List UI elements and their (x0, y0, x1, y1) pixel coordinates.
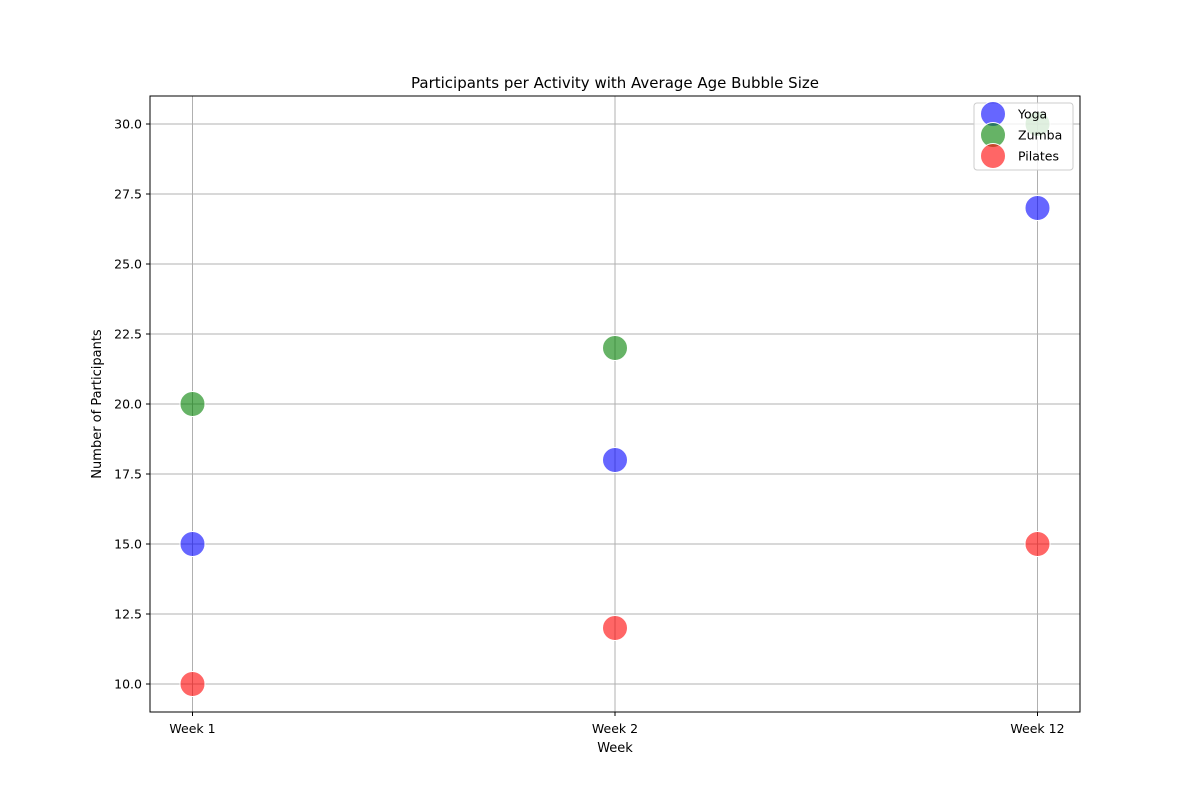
x-tick-label: Week 12 (1010, 721, 1064, 736)
bubble-pilates (179, 671, 206, 697)
legend-marker-pilates (980, 143, 1006, 169)
x-axis-label: Week (597, 741, 633, 756)
y-axis-ticks: 10.0 12.5 15.0 17.5 20.0 22.5 25.0 27.5 30.0 (114, 117, 150, 692)
y-tick-label: 20.0 (114, 397, 142, 412)
y-tick-label: 27.5 (114, 187, 142, 202)
legend-label-yoga: Yoga (1017, 107, 1047, 122)
legend: Yoga Zumba Pilates (973, 101, 1074, 171)
bubble-yoga (179, 531, 206, 557)
legend-label-pilates: Pilates (1018, 149, 1059, 164)
y-tick-label: 12.5 (114, 607, 142, 622)
x-tick-label: Week 2 (592, 721, 638, 736)
y-tick-label: 15.0 (114, 537, 142, 552)
y-tick-label: 10.0 (114, 677, 142, 692)
bubble-zumba (602, 335, 628, 361)
y-tick-label: 17.5 (114, 467, 142, 482)
bubble-zumba (179, 391, 206, 417)
x-tick-label: Week 1 (169, 721, 215, 736)
y-tick-label: 30.0 (114, 117, 142, 132)
y-axis-label: Number of Participants (90, 329, 105, 479)
bubble-yoga (602, 447, 628, 473)
y-tick-label: 22.5 (114, 327, 142, 342)
y-tick-label: 25.0 (114, 257, 142, 272)
chart-title: Participants per Activity with Average A… (411, 74, 819, 92)
x-axis-ticks: Week 1 Week 2 Week 12 (169, 712, 1065, 736)
bubble-pilates (602, 615, 628, 641)
bubble-pilates (1024, 531, 1051, 557)
bubbles (179, 111, 1051, 697)
bubble-yoga (1024, 195, 1051, 221)
legend-label-zumba: Zumba (1018, 128, 1062, 143)
